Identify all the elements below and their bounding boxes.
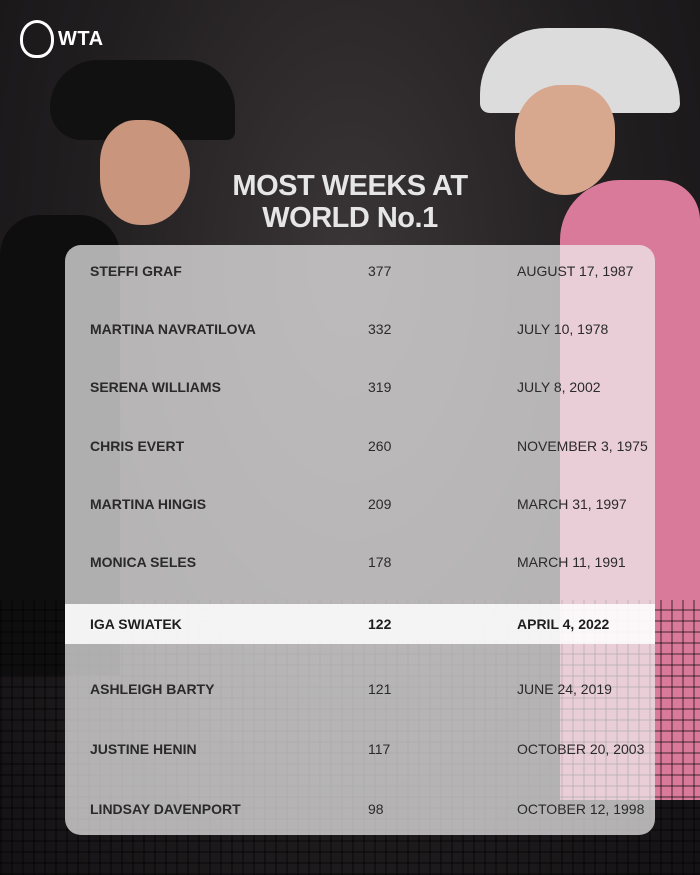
player-date: JULY 10, 1978 <box>517 321 609 337</box>
player-date: MARCH 11, 1991 <box>517 554 626 570</box>
player-date: OCTOBER 12, 1998 <box>517 801 645 817</box>
player-weeks: 209 <box>368 496 392 512</box>
left-player-face <box>100 120 190 225</box>
right-player-face <box>515 85 615 195</box>
table-row: LINDSAY DAVENPORT 98 OCTOBER 12, 1998 <box>65 789 655 829</box>
player-weeks: 98 <box>368 801 384 817</box>
player-name: LINDSAY DAVENPORT <box>90 801 241 817</box>
player-date: OCTOBER 20, 2003 <box>517 741 645 757</box>
player-name: CHRIS EVERT <box>90 438 185 454</box>
table-row: CHRIS EVERT 260 NOVEMBER 3, 1975 <box>65 426 655 466</box>
table-row: STEFFI GRAF 377 AUGUST 17, 1987 <box>65 251 655 291</box>
player-name: MARTINA NAVRATILOVA <box>90 321 256 337</box>
player-weeks: 117 <box>368 741 391 757</box>
player-name: IGA SWIATEK <box>90 616 182 632</box>
player-date: NOVEMBER 3, 1975 <box>517 438 648 454</box>
table-row: MONICA SELES 178 MARCH 11, 1991 <box>65 542 655 582</box>
player-weeks: 260 <box>368 438 392 454</box>
table-row: SERENA WILLIAMS 319 JULY 8, 2002 <box>65 367 655 407</box>
wta-logo: WTA <box>20 20 104 58</box>
title-line-2: WORLD No.1 <box>262 202 438 234</box>
player-date: APRIL 4, 2022 <box>517 616 610 632</box>
player-name: STEFFI GRAF <box>90 263 182 279</box>
player-date: AUGUST 17, 1987 <box>517 263 634 279</box>
rankings-table <box>65 245 655 835</box>
table-row: MARTINA HINGIS 209 MARCH 31, 1997 <box>65 484 655 524</box>
table-row: IGA SWIATEK 122 APRIL 4, 2022 <box>65 604 655 644</box>
title-line-1: MOST WEEKS AT <box>232 170 468 202</box>
page-title: MOST WEEKS AT WORLD No.1 <box>0 170 700 234</box>
player-name: JUSTINE HENIN <box>90 741 197 757</box>
player-name: MARTINA HINGIS <box>90 496 207 512</box>
player-date: JUNE 24, 2019 <box>517 681 612 697</box>
player-weeks: 122 <box>368 616 392 632</box>
table-row: MARTINA NAVRATILOVA 332 JULY 10, 1978 <box>65 309 655 349</box>
player-weeks: 332 <box>368 321 392 337</box>
player-weeks: 377 <box>368 263 392 279</box>
table-row: JUSTINE HENIN 117 OCTOBER 20, 2003 <box>65 729 655 769</box>
player-name: ASHLEIGH BARTY <box>90 681 215 697</box>
player-weeks: 121 <box>368 681 392 697</box>
wta-logo-icon <box>20 20 54 58</box>
player-name: SERENA WILLIAMS <box>90 379 221 395</box>
table-row: ASHLEIGH BARTY 121 JUNE 24, 2019 <box>65 669 655 709</box>
player-weeks: 178 <box>368 554 392 570</box>
wta-logo-text: WTA <box>58 27 104 50</box>
player-name: MONICA SELES <box>90 554 197 570</box>
player-date: MARCH 31, 1997 <box>517 496 627 512</box>
player-weeks: 319 <box>368 379 392 395</box>
player-date: JULY 8, 2002 <box>517 379 601 395</box>
